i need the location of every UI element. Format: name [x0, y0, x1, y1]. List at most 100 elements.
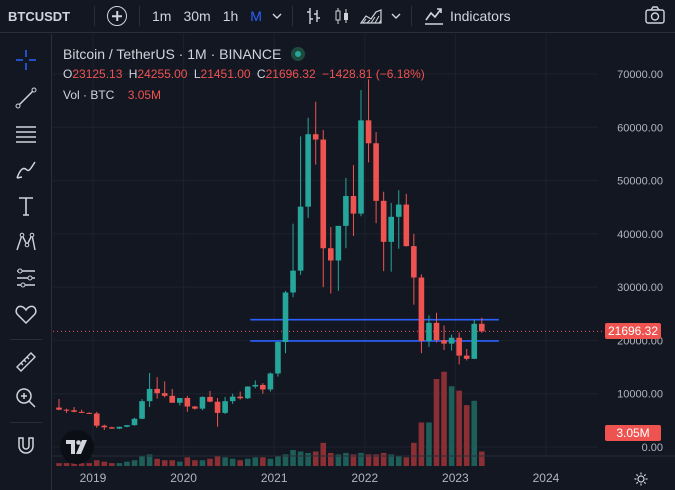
volume-bar: [244, 458, 251, 466]
candle-body: [244, 386, 251, 399]
volume-bar: [124, 461, 130, 466]
volume-bar: [93, 460, 100, 466]
forecast-icon[interactable]: [12, 264, 40, 292]
current-price-label: 21696.32: [605, 323, 661, 340]
legend-ohlc: O23125.13 H24255.00 L21451.00 C21696.32 …: [63, 67, 428, 83]
volume-bar: [343, 452, 349, 466]
price-axis-ticks: 70000.00 60000.00 50000.00 40000.00 30000.00…: [617, 69, 663, 454]
candle-body: [56, 407, 62, 410]
volume-bar: [146, 454, 153, 466]
volume-bar: [86, 463, 92, 466]
candle-body: [267, 373, 274, 390]
candle-body: [161, 393, 168, 396]
volume-bar: [275, 455, 281, 466]
low-label: L: [193, 67, 201, 81]
price-chart[interactable]: 70000.00 60000.00 50000.00 40000.00 30000.00…: [53, 34, 675, 490]
pattern-icon[interactable]: [12, 228, 40, 256]
candle-body: [343, 196, 349, 226]
fib-icon[interactable]: [12, 120, 40, 148]
candle-body: [222, 401, 228, 413]
volume-bar: [222, 457, 228, 466]
candle-body: [282, 292, 289, 343]
candle-body: [297, 206, 304, 271]
area-chart-type-icon[interactable]: [355, 0, 387, 33]
candle-body: [93, 413, 100, 426]
volume-bar: [448, 386, 455, 466]
volume-bar: [139, 455, 145, 466]
candle-body: [479, 323, 485, 332]
volume-bar: [131, 460, 138, 466]
trend-line-icon[interactable]: [12, 84, 40, 112]
ruler-icon[interactable]: [12, 348, 40, 376]
time-tick-label: 2021: [261, 471, 288, 485]
volume-bar: [456, 390, 462, 466]
indicators-label: Indicators: [449, 8, 511, 24]
legend-symbol-title[interactable]: Bitcoin / TetherUS · 1M · BINANCE: [63, 46, 282, 62]
price-tick-label: 60000.00: [617, 122, 663, 134]
close-label: C: [256, 67, 266, 81]
text-icon[interactable]: [12, 192, 40, 220]
candle-body: [260, 384, 266, 390]
toolbar-divider: [139, 6, 140, 26]
candles-chart-type-icon[interactable]: [329, 0, 355, 33]
volume-bar: [63, 463, 70, 466]
volume-bar: [214, 455, 221, 466]
timeframe-monthly[interactable]: M: [250, 8, 262, 24]
high-value: 24255.00: [137, 67, 188, 81]
volume-bar: [395, 455, 402, 466]
candle-body: [320, 139, 327, 249]
volume-bar: [463, 405, 470, 466]
candle-body: [448, 337, 455, 344]
volume-bar: [229, 458, 236, 466]
volume-bars: [56, 371, 485, 466]
candle-body: [418, 277, 425, 341]
volume-bar: [328, 452, 334, 466]
volume-bar: [101, 461, 108, 466]
brush-icon[interactable]: [12, 156, 40, 184]
candle-body: [403, 204, 410, 247]
crosshair-icon[interactable]: [12, 46, 40, 74]
price-tick-label: 10000.00: [617, 389, 663, 401]
symbol-search[interactable]: BTCUSDT: [8, 8, 71, 24]
change-value: −1428.81 (−6.18%): [322, 67, 425, 81]
candle-body: [214, 401, 221, 413]
volume-label[interactable]: Vol · BTC: [63, 88, 115, 102]
candle-body: [380, 200, 387, 242]
time-tick-label: 2024: [533, 471, 560, 485]
candle-body: [78, 411, 85, 413]
candle-body: [426, 322, 432, 341]
volume-bar: [358, 452, 364, 466]
close-value: 21696.32: [265, 67, 316, 81]
indicators-icon: [424, 8, 443, 25]
price-tick-label: 30000.00: [617, 282, 663, 294]
time-tick-label: 2019: [80, 471, 107, 485]
bar-chart-type-icon[interactable]: [299, 0, 329, 33]
timeframe-1h[interactable]: 1h: [222, 8, 239, 24]
chart-legend: Bitcoin / TetherUS · 1M · BINANCE O23125…: [63, 44, 428, 104]
candle-body: [373, 143, 379, 201]
timeframe-1m[interactable]: 1m: [152, 8, 172, 24]
zoom-in-icon[interactable]: [12, 384, 40, 412]
indicators-button[interactable]: Indicators: [418, 0, 511, 33]
camera-icon[interactable]: [645, 6, 665, 29]
timeframe-dropdown-icon[interactable]: [268, 0, 286, 33]
volume-bar: [184, 457, 191, 466]
heart-icon[interactable]: [12, 300, 40, 328]
volume-bar: [154, 458, 160, 466]
candle-body: [411, 246, 417, 278]
candle-body: [192, 406, 198, 409]
current-volume-label: 3.05M: [605, 425, 661, 441]
settings-gear-icon[interactable]: [634, 472, 648, 490]
toolbar-divider: [410, 6, 412, 26]
volume-bar: [335, 454, 342, 466]
volume-bar: [267, 458, 274, 466]
candle-body: [124, 425, 130, 427]
tradingview-logo[interactable]: [60, 430, 94, 464]
legend-volume: Vol · BTC 3.05M: [63, 88, 428, 104]
candle-body: [71, 410, 77, 412]
compare-add-icon[interactable]: [107, 6, 127, 26]
magnet-icon[interactable]: [12, 432, 40, 460]
chart-type-dropdown-icon[interactable]: [387, 0, 405, 33]
candle-body: [131, 418, 138, 426]
timeframe-30m[interactable]: 30m: [183, 8, 211, 24]
